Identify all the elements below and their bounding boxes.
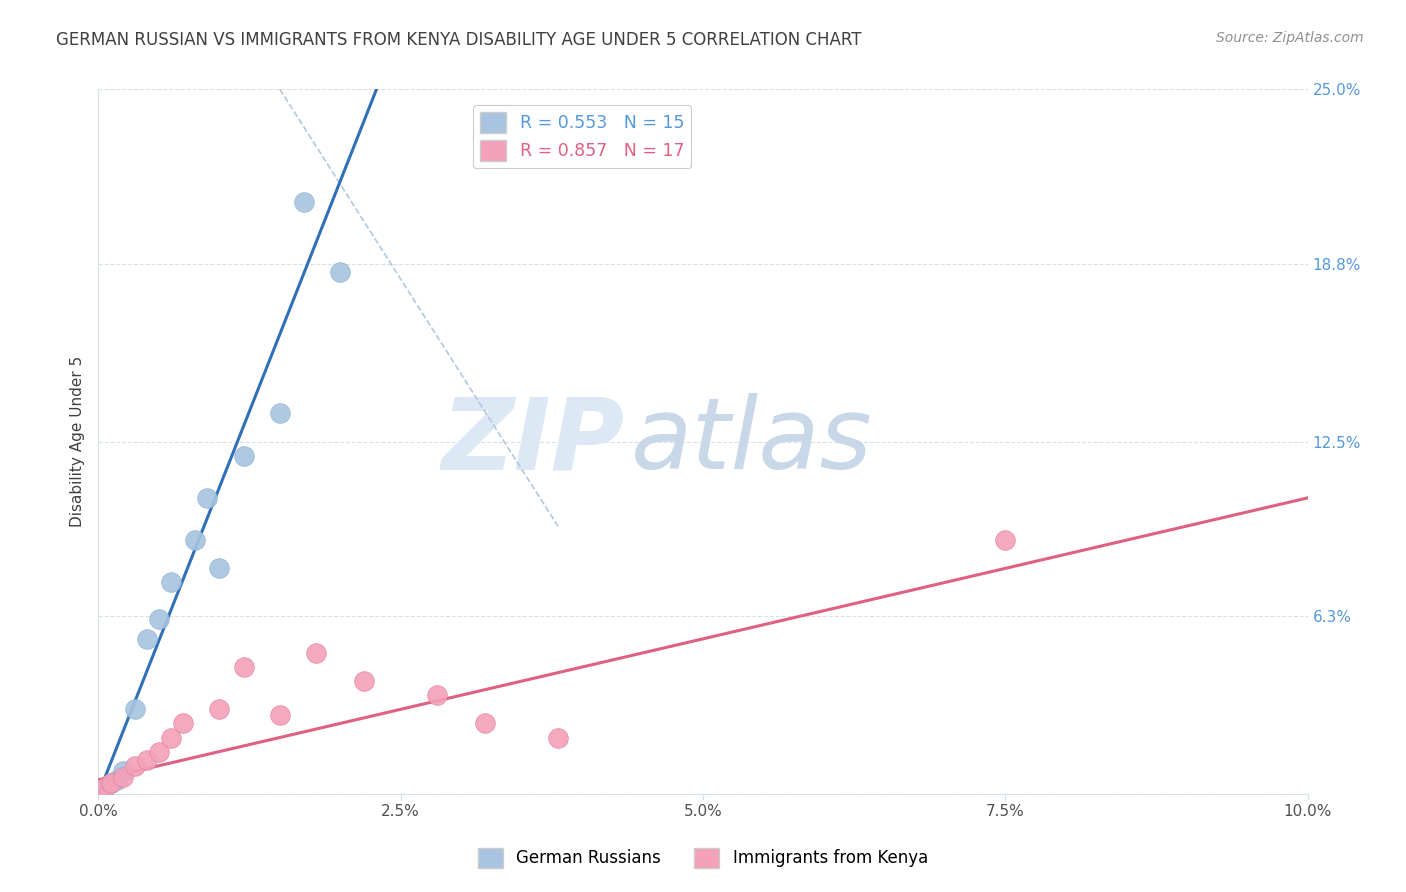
Point xyxy=(329,265,352,279)
Point xyxy=(148,612,170,626)
Point xyxy=(195,491,218,505)
Point xyxy=(160,575,183,590)
Text: atlas: atlas xyxy=(630,393,872,490)
Point xyxy=(100,775,122,789)
Point xyxy=(124,758,146,772)
Point xyxy=(100,775,122,789)
Text: Source: ZipAtlas.com: Source: ZipAtlas.com xyxy=(1216,31,1364,45)
Point xyxy=(353,674,375,689)
Point xyxy=(148,745,170,759)
Point xyxy=(994,533,1017,548)
Point xyxy=(184,533,207,548)
Point xyxy=(232,660,254,674)
Point xyxy=(269,406,291,420)
Point xyxy=(426,688,449,702)
Point xyxy=(160,731,183,745)
Point xyxy=(305,646,328,660)
Point xyxy=(232,449,254,463)
Point xyxy=(292,194,315,209)
Y-axis label: Disability Age Under 5: Disability Age Under 5 xyxy=(69,356,84,527)
Point xyxy=(135,753,157,767)
Point xyxy=(172,716,194,731)
Legend: German Russians, Immigrants from Kenya: German Russians, Immigrants from Kenya xyxy=(471,841,935,875)
Point xyxy=(474,716,496,731)
Point xyxy=(269,708,291,723)
Point xyxy=(105,772,128,787)
Point xyxy=(135,632,157,646)
Point xyxy=(111,764,134,779)
Point xyxy=(93,781,115,796)
Point xyxy=(208,561,231,575)
Point xyxy=(93,781,115,796)
Text: GERMAN RUSSIAN VS IMMIGRANTS FROM KENYA DISABILITY AGE UNDER 5 CORRELATION CHART: GERMAN RUSSIAN VS IMMIGRANTS FROM KENYA … xyxy=(56,31,862,49)
Text: ZIP: ZIP xyxy=(441,393,624,490)
Point xyxy=(208,702,231,716)
Point xyxy=(124,702,146,716)
Legend: R = 0.553   N = 15, R = 0.857   N = 17: R = 0.553 N = 15, R = 0.857 N = 17 xyxy=(472,105,692,168)
Point xyxy=(547,731,569,745)
Point xyxy=(111,770,134,784)
